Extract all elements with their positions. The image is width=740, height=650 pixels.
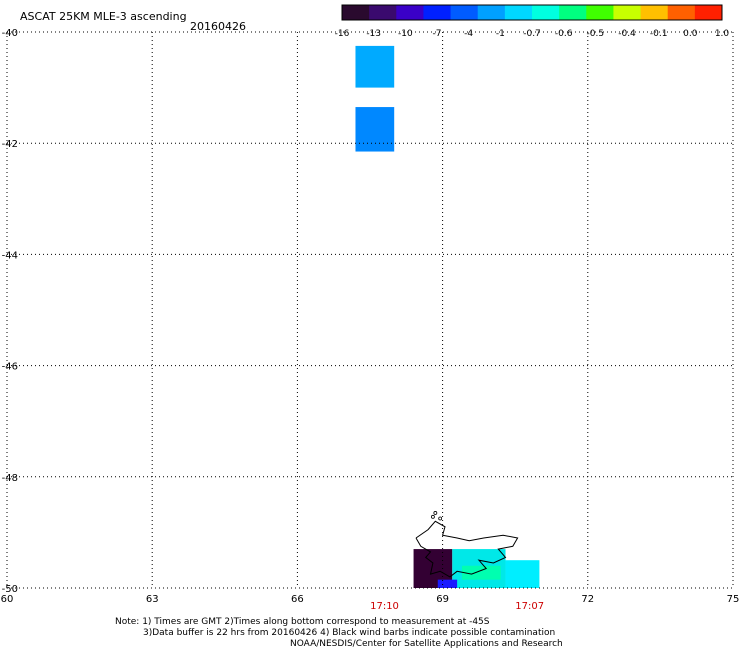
lon-label: 63 — [146, 594, 159, 605]
time-label: 17:07 — [515, 601, 544, 612]
colorbar-label: -13 — [366, 29, 381, 39]
colorbar-label: -0.1 — [650, 29, 668, 39]
colorbar-segment — [423, 5, 452, 20]
lon-label: 66 — [291, 594, 304, 605]
kerguelen-coastline — [415, 520, 519, 578]
colorbar-label: -0.4 — [618, 29, 636, 39]
colorbar-segment — [342, 5, 370, 20]
colorbar-segment — [586, 5, 614, 20]
footer-note-2: 3)Data buffer is 22 hrs from 20160426 4)… — [143, 628, 556, 638]
colorbar-segment — [613, 5, 642, 20]
time-label: 17:10 — [370, 601, 399, 612]
colorbar-segment — [369, 5, 397, 20]
lon-label: 60 — [1, 594, 14, 605]
lat-label: -50 — [2, 584, 18, 595]
colorbar-label: -4 — [464, 29, 473, 39]
islet-0 — [433, 511, 438, 515]
colorbar-segment — [694, 5, 723, 20]
colorbar-label: -0.5 — [587, 29, 605, 39]
wind-cell-0 — [355, 45, 395, 88]
colorbar-label: -1 — [496, 29, 505, 39]
lat-label: -48 — [2, 473, 18, 484]
footer-credit: NOAA/NESDIS/Center for Satellite Applica… — [290, 639, 563, 649]
islet-1 — [438, 516, 443, 521]
lon-label: 69 — [436, 594, 449, 605]
colorbar-label: 1.0 — [715, 29, 730, 39]
lat-label: -42 — [2, 139, 18, 150]
colorbar-frame — [341, 4, 723, 21]
colorbar-segment — [450, 5, 479, 20]
lat-label: -44 — [2, 250, 18, 261]
colorbar-segment — [559, 5, 587, 20]
colorbar-segment — [477, 5, 506, 20]
colorbar-label: -0.7 — [523, 29, 541, 39]
lat-label: -46 — [2, 362, 18, 373]
footer-note-1: Note: 1) Times are GMT 2)Times along bot… — [115, 617, 490, 627]
lat-label: -40 — [2, 28, 18, 39]
wind-cell-6 — [437, 579, 458, 588]
wind-cell-4 — [505, 560, 540, 588]
colorbar-label: -0.6 — [555, 29, 573, 39]
product-date: 20160426 — [190, 20, 246, 33]
colorbar-label: -16 — [335, 29, 350, 39]
lon-label: 75 — [727, 594, 740, 605]
colorbar-label: 0.0 — [683, 29, 698, 39]
colorbar-label: -10 — [398, 29, 413, 39]
colorbar-segment — [532, 5, 560, 20]
lon-label: 72 — [581, 594, 594, 605]
wind-cell-1 — [355, 107, 395, 152]
colorbar-segment — [640, 5, 669, 20]
colorbar-segment — [504, 5, 533, 20]
product-title: ASCAT 25KM MLE-3 ascending — [20, 10, 187, 23]
colorbar-segment — [667, 5, 696, 20]
colorbar-label: -7 — [433, 29, 442, 39]
islet-2 — [431, 514, 435, 519]
wind-cell-5 — [461, 565, 501, 580]
colorbar-segment — [396, 5, 424, 20]
